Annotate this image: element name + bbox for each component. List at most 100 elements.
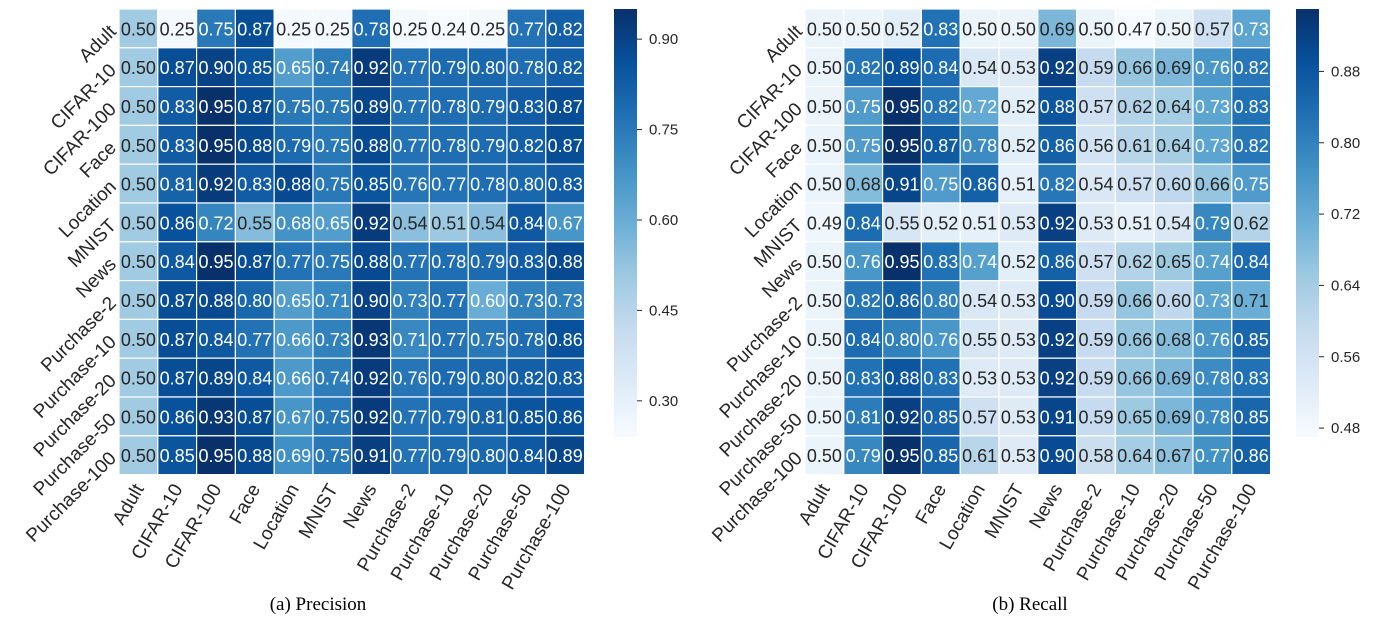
recall-cell-value: 0.82 xyxy=(1234,136,1269,156)
recall-cell-value: 0.88 xyxy=(884,369,919,389)
precision-cell-value: 0.88 xyxy=(237,446,272,466)
precision-cell xyxy=(390,163,431,204)
precision-cell-value: 0.74 xyxy=(315,369,350,389)
recall-cell-value: 0.72 xyxy=(962,97,997,117)
recall-cell-value: 0.88 xyxy=(1040,97,1075,117)
precision-cell-value: 0.77 xyxy=(392,407,427,427)
precision-cell-value: 0.86 xyxy=(548,330,583,350)
recall-colorbar xyxy=(1296,9,1319,437)
recall-cell-value: 0.64 xyxy=(1117,446,1152,466)
precision-cell-value: 0.92 xyxy=(354,213,389,233)
recall-cell xyxy=(1153,435,1194,476)
precision-cell xyxy=(157,396,198,437)
precision-cell-value: 0.79 xyxy=(470,97,505,117)
precision-cell-value: 0.91 xyxy=(354,446,389,466)
precision-cell-value: 0.65 xyxy=(315,213,350,233)
precision-cell xyxy=(118,280,159,321)
precision-cell-value: 0.75 xyxy=(315,252,350,272)
recall-cell-value: 0.61 xyxy=(962,446,997,466)
precision-cell-value: 0.77 xyxy=(392,446,427,466)
recall-cell-value: 0.64 xyxy=(1156,97,1191,117)
precision-cell-value: 0.50 xyxy=(121,330,156,350)
precision-cell-value: 0.50 xyxy=(121,97,156,117)
recall-cell-value: 0.68 xyxy=(846,175,881,195)
precision-col-label: MNIST xyxy=(295,480,343,542)
recall-cell-value: 0.50 xyxy=(807,369,842,389)
precision-cell-value: 0.77 xyxy=(392,58,427,78)
recall-cell-value: 0.54 xyxy=(962,58,997,78)
precision-cell-value: 0.90 xyxy=(354,291,389,311)
recall-cell xyxy=(998,124,1039,165)
precision-cell xyxy=(157,8,198,49)
precision-cell-value: 0.80 xyxy=(470,446,505,466)
precision-cell-value: 0.75 xyxy=(315,97,350,117)
precision-cell xyxy=(351,47,392,88)
recall-cell-value: 0.62 xyxy=(1117,252,1152,272)
precision-cell xyxy=(196,396,237,437)
recall-cell-value: 0.73 xyxy=(1234,19,1269,39)
recall-cell-value: 0.92 xyxy=(884,407,919,427)
precision-cell xyxy=(506,435,547,476)
precision-cell xyxy=(467,435,508,476)
precision-cell xyxy=(157,163,198,204)
precision-cell xyxy=(196,163,237,204)
precision-cell xyxy=(312,241,353,282)
precision-cell-value: 0.71 xyxy=(315,291,350,311)
precision-cell xyxy=(428,202,469,243)
precision-cell xyxy=(390,396,431,437)
precision-cell-value: 0.79 xyxy=(431,446,466,466)
recall-cell-value: 0.76 xyxy=(923,330,958,350)
precision-cell xyxy=(351,241,392,282)
recall-cell-value: 0.68 xyxy=(1156,330,1191,350)
recall-cell xyxy=(881,396,922,437)
recall-cell-value: 0.62 xyxy=(1234,213,1269,233)
precision-cell-value: 0.78 xyxy=(431,97,466,117)
recall-cell-value: 0.52 xyxy=(923,213,958,233)
precision-cell-value: 0.95 xyxy=(198,446,233,466)
precision-cell-value: 0.84 xyxy=(198,330,233,350)
recall-cell-value: 0.50 xyxy=(807,330,842,350)
recall-cell-value: 0.84 xyxy=(846,330,881,350)
recall-cell-value: 0.57 xyxy=(1195,19,1230,39)
recall-cell xyxy=(1114,241,1155,282)
recall-cell-value: 0.69 xyxy=(1156,58,1191,78)
precision-cell-value: 0.77 xyxy=(392,97,427,117)
precision-cell xyxy=(312,8,353,49)
recall-cell-value: 0.82 xyxy=(1234,58,1269,78)
precision-cell-value: 0.83 xyxy=(509,252,544,272)
recall-cell xyxy=(920,163,961,204)
precision-cell-value: 0.95 xyxy=(198,97,233,117)
recall-cell-value: 0.90 xyxy=(1040,446,1075,466)
recall-cell-value: 0.53 xyxy=(1001,330,1036,350)
precision-cell-value: 0.79 xyxy=(470,136,505,156)
precision-cell xyxy=(273,435,314,476)
precision-cell xyxy=(467,124,508,165)
recall-cell-value: 0.90 xyxy=(1040,291,1075,311)
precision-cell xyxy=(545,124,586,165)
recall-cell-value: 0.75 xyxy=(923,175,958,195)
recall-cell-value: 0.74 xyxy=(1195,252,1230,272)
precision-cell-value: 0.79 xyxy=(431,369,466,389)
precision-cell-value: 0.92 xyxy=(198,175,233,195)
recall-colorbar-tick-label: 0.48 xyxy=(1331,420,1360,437)
precision-cell xyxy=(351,202,392,243)
recall-cell-value: 0.59 xyxy=(1078,291,1113,311)
recall-cell-value: 0.76 xyxy=(1195,330,1230,350)
recall-cell-value: 0.50 xyxy=(807,97,842,117)
precision-cell-value: 0.88 xyxy=(276,175,311,195)
precision-cell xyxy=(118,124,159,165)
recall-cell-value: 0.64 xyxy=(1156,136,1191,156)
precision-cell xyxy=(428,241,469,282)
recall-cell-value: 0.59 xyxy=(1078,407,1113,427)
recall-cell-value: 0.83 xyxy=(1234,369,1269,389)
recall-cell-value: 0.83 xyxy=(846,369,881,389)
precision-cell-value: 0.25 xyxy=(315,19,350,39)
precision-cell xyxy=(428,124,469,165)
precision-cell-value: 0.88 xyxy=(354,252,389,272)
recall-cell xyxy=(1192,85,1233,126)
recall-cell xyxy=(959,241,1000,282)
recall-cell-value: 0.92 xyxy=(1040,213,1075,233)
recall-cell xyxy=(881,8,922,49)
precision-cell-value: 0.85 xyxy=(509,407,544,427)
precision-cell-value: 0.78 xyxy=(470,175,505,195)
